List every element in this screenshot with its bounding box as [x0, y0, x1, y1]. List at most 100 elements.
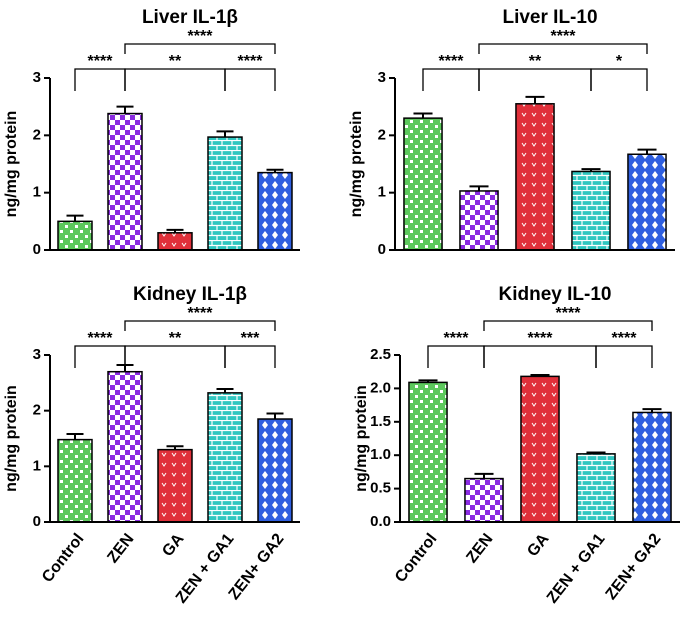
bar: [257, 171, 293, 251]
error-bar: [166, 445, 184, 450]
significance-bracket: [422, 68, 480, 91]
y-tick-label: 1: [33, 184, 41, 201]
significance-bracket: [124, 43, 276, 54]
significance-bracket: [224, 345, 276, 368]
panel: Kidney IL-1β ng/mg protein 0 1 2 3 Control ZEN G…: [3, 284, 300, 607]
x-tick-label: ZEN: [104, 531, 137, 567]
bar: [403, 117, 443, 251]
significance-label: **: [169, 330, 182, 347]
bar: [257, 418, 293, 523]
error-bar: [581, 168, 601, 172]
bar: [57, 220, 93, 251]
x-tick-label: ZEN + GA1: [544, 531, 609, 607]
x-tick-label: ZEN+ GA2: [603, 531, 665, 604]
significance-bracket: [224, 68, 276, 91]
chart-title: Liver IL-10: [502, 7, 597, 28]
error-bar: [586, 451, 606, 454]
significance-bracket: [427, 345, 485, 368]
y-tick-label: 1: [33, 457, 41, 474]
significance-label: ****: [238, 53, 264, 70]
error-bar: [116, 105, 134, 114]
y-axis-label: ng/mg protein: [353, 385, 370, 492]
chart-title: Kidney IL-1β: [133, 284, 247, 305]
y-tick-label: 3: [33, 69, 41, 86]
error-bar: [66, 214, 84, 222]
significance-bracket: [478, 68, 592, 91]
significance-label: *: [616, 53, 623, 70]
y-tick-label: 2: [33, 126, 41, 143]
error-bar: [530, 374, 550, 377]
significance-label: ****: [188, 305, 214, 322]
y-tick-label: 3: [33, 346, 41, 363]
bar: [571, 170, 611, 251]
bar: [459, 190, 499, 251]
significance-label: ****: [88, 330, 114, 347]
significance-label: ****: [439, 53, 465, 70]
chart-title: Kidney IL-10: [499, 284, 612, 305]
panel: Kidney IL-10 ng/mg protein 0.0 0.5 1.0 1.5 2.0…: [353, 284, 680, 607]
significance-label: ****: [88, 53, 114, 70]
significance-label: ****: [188, 28, 214, 45]
x-tick-label: GA: [159, 530, 187, 560]
error-bar: [469, 185, 489, 191]
error-bar: [266, 412, 284, 420]
bar: [515, 103, 555, 251]
y-tick-label: 0: [378, 241, 386, 258]
significance-bracket: [590, 68, 648, 91]
y-tick-label: 2: [33, 402, 41, 419]
error-bar: [216, 130, 234, 138]
y-tick-label: 1: [378, 184, 386, 201]
bar: [157, 232, 193, 251]
y-tick-label: 0.0: [370, 513, 391, 530]
error-bar: [166, 228, 184, 233]
error-bar: [525, 95, 545, 104]
bar: [627, 153, 667, 251]
bar: [207, 392, 243, 523]
significance-label: ****: [612, 330, 638, 347]
x-tick-label: GA: [524, 530, 552, 560]
error-bar: [418, 379, 438, 383]
y-axis-label: ng/mg protein: [3, 111, 20, 218]
bar: [632, 411, 672, 523]
bar: [207, 136, 243, 251]
significance-bracket: [124, 320, 276, 331]
bar: [576, 453, 616, 523]
y-tick-label: 2.0: [370, 379, 391, 396]
y-axis-label: ng/mg protein: [348, 111, 365, 218]
significance-bracket: [74, 68, 126, 91]
y-tick-label: 0: [33, 241, 41, 258]
y-axis-label: ng/mg protein: [3, 385, 20, 492]
y-tick-label: 0.5: [370, 480, 391, 497]
error-bar: [637, 148, 657, 155]
significance-bracket: [478, 43, 648, 54]
significance-label: **: [529, 53, 542, 70]
significance-label: ****: [444, 330, 470, 347]
bar: [408, 381, 448, 523]
significance-label: ****: [551, 28, 577, 45]
significance-label: **: [169, 53, 182, 70]
y-tick-label: 0: [33, 513, 41, 530]
error-bar: [474, 472, 494, 479]
error-bar: [266, 168, 284, 173]
y-tick-label: 3: [378, 69, 386, 86]
bar: [520, 375, 560, 523]
bar: [464, 477, 504, 523]
x-tick-label: Control: [39, 531, 87, 586]
significance-label: ****: [556, 305, 582, 322]
error-bar: [642, 408, 662, 413]
x-tick-label: ZEN: [463, 531, 496, 567]
significance-label: ***: [241, 330, 260, 347]
bar: [107, 112, 143, 251]
bar: [57, 438, 93, 523]
significance-bracket: [124, 345, 226, 368]
y-tick-label: 1.0: [370, 446, 391, 463]
y-tick-label: 1.5: [370, 413, 391, 430]
error-bar: [413, 112, 433, 119]
x-tick-label: Control: [392, 531, 440, 586]
error-bar: [216, 387, 234, 393]
significance-label: ****: [528, 330, 554, 347]
error-bar: [66, 433, 84, 440]
